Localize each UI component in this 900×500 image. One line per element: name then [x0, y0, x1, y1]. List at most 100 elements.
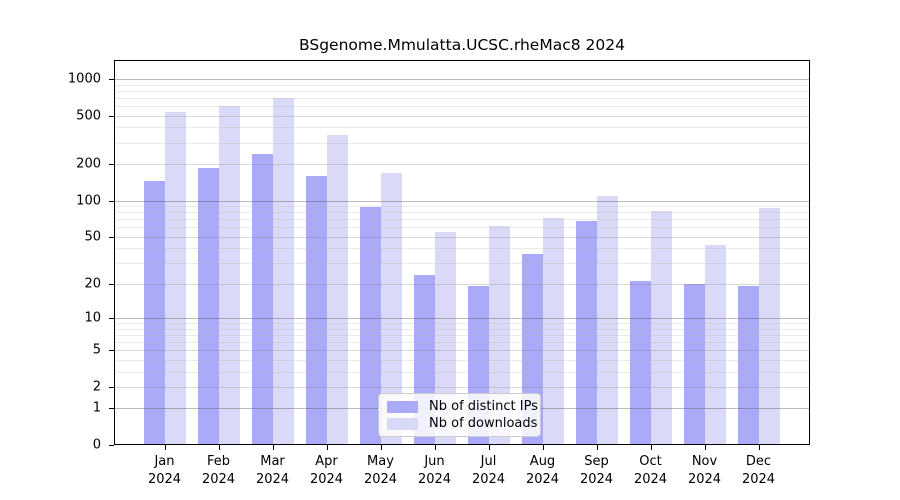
- bar: [218, 106, 240, 445]
- legend-label: Nb of distinct IPs: [429, 399, 538, 414]
- x-tick-label: May 2024: [363, 454, 398, 487]
- legend-label: Nb of downloads: [429, 416, 538, 431]
- legend-swatch: [387, 400, 418, 413]
- y-tick-label: 1: [92, 400, 101, 416]
- legend-swatch: [387, 417, 418, 430]
- bar: [326, 134, 348, 445]
- x-tick-mark: [272, 445, 274, 450]
- y-tick-label: 0: [92, 437, 101, 453]
- legend-item: Nb of distinct IPs: [387, 399, 538, 414]
- x-tick-label: Mar 2024: [255, 454, 290, 487]
- y-tick-mark: [109, 408, 114, 410]
- x-tick-label: Sep 2024: [579, 454, 614, 487]
- x-tick-mark: [704, 445, 706, 450]
- bar: [737, 286, 759, 445]
- gridline: [114, 164, 810, 165]
- legend-item: Nb of downloads: [387, 416, 537, 431]
- bar: [272, 97, 294, 445]
- bar: [359, 207, 381, 445]
- x-tick-label: Jun 2024: [417, 454, 452, 487]
- gridline: [114, 127, 810, 129]
- gridline: [114, 106, 810, 107]
- gridline: [114, 84, 810, 86]
- y-tick-mark: [109, 445, 114, 447]
- gridline: [114, 78, 810, 80]
- bar: [380, 173, 402, 445]
- bar: [143, 180, 165, 445]
- chart-title: BSgenome.Mmulatta.UCSC.rheMac8 2024: [299, 36, 625, 54]
- x-tick-mark: [542, 445, 544, 450]
- x-tick-mark: [218, 445, 220, 450]
- grid-layer: [114, 60, 810, 445]
- bar: [197, 167, 219, 445]
- y-tick-label: 500: [76, 108, 101, 124]
- bar: [758, 207, 780, 445]
- y-tick-mark: [109, 78, 114, 81]
- gridline: [114, 212, 810, 214]
- y-tick-label: 200: [76, 156, 101, 172]
- x-tick-label: Feb 2024: [201, 454, 236, 487]
- gridline: [114, 263, 810, 265]
- x-tick-label: Dec 2024: [741, 454, 776, 487]
- gridline: [114, 200, 810, 202]
- gridline: [114, 206, 810, 207]
- x-tick-mark: [650, 445, 652, 450]
- gridline: [114, 236, 810, 238]
- gridline: [114, 328, 810, 330]
- bar: [542, 217, 564, 445]
- y-tick-mark: [109, 115, 114, 117]
- gridline: [114, 341, 810, 343]
- y-tick-label: 10: [84, 310, 101, 326]
- gridline: [114, 115, 810, 117]
- gridline: [114, 359, 810, 361]
- bar: [434, 231, 456, 445]
- y-tick-label: 100: [76, 193, 101, 208]
- x-tick-mark: [488, 445, 490, 450]
- x-tick-mark: [164, 445, 166, 450]
- y-tick-label: 5: [92, 342, 101, 358]
- x-axis: Jan 2024 Feb 2024 Mar 2024 Apr 2024 May 2024 Jun 20…: [114, 445, 810, 500]
- bar: [704, 244, 726, 445]
- gridline: [114, 142, 810, 144]
- y-axis: 0 1 2 5 10 20 50 100 200 500 1000: [0, 60, 114, 453]
- gridline: [114, 97, 810, 99]
- y-tick-mark: [109, 318, 114, 320]
- gridline: [114, 371, 810, 373]
- bar: [596, 195, 618, 445]
- gridline: [114, 227, 810, 229]
- y-tick-label: 50: [84, 229, 101, 245]
- gridline: [114, 90, 810, 92]
- gridline: [114, 350, 810, 352]
- x-tick-label: Oct 2024: [633, 454, 668, 487]
- x-tick-label: Nov 2024: [687, 454, 722, 487]
- bar: [629, 281, 651, 445]
- y-tick-mark: [109, 236, 114, 238]
- x-tick-mark: [596, 445, 598, 450]
- y-tick-label: 1000: [67, 71, 101, 87]
- y-tick-mark: [109, 283, 114, 285]
- x-tick-label: Apr 2024: [309, 454, 344, 487]
- bar: [305, 175, 327, 445]
- x-tick-mark: [434, 445, 436, 450]
- x-tick-mark: [380, 445, 382, 450]
- gridline: [114, 283, 810, 285]
- gridline: [114, 219, 810, 221]
- legend: Nb of distinct IPs Nb of downloads: [378, 393, 541, 437]
- y-tick-mark: [109, 164, 114, 166]
- y-tick-label: 20: [84, 276, 101, 292]
- plot-area: Nb of distinct IPs Nb of downloads: [114, 60, 810, 445]
- bar: [683, 283, 705, 445]
- bar: [650, 210, 672, 445]
- y-tick-mark: [109, 200, 114, 202]
- x-tick-mark: [758, 445, 760, 450]
- x-tick-label: Jul 2024: [471, 454, 506, 487]
- gridline: [114, 323, 810, 324]
- x-tick-mark: [326, 445, 328, 450]
- bar: [575, 221, 597, 445]
- gridline: [114, 386, 810, 388]
- y-tick-mark: [109, 350, 114, 352]
- gridline: [114, 334, 810, 336]
- gridline: [114, 318, 810, 319]
- y-tick-label: 2: [92, 379, 101, 395]
